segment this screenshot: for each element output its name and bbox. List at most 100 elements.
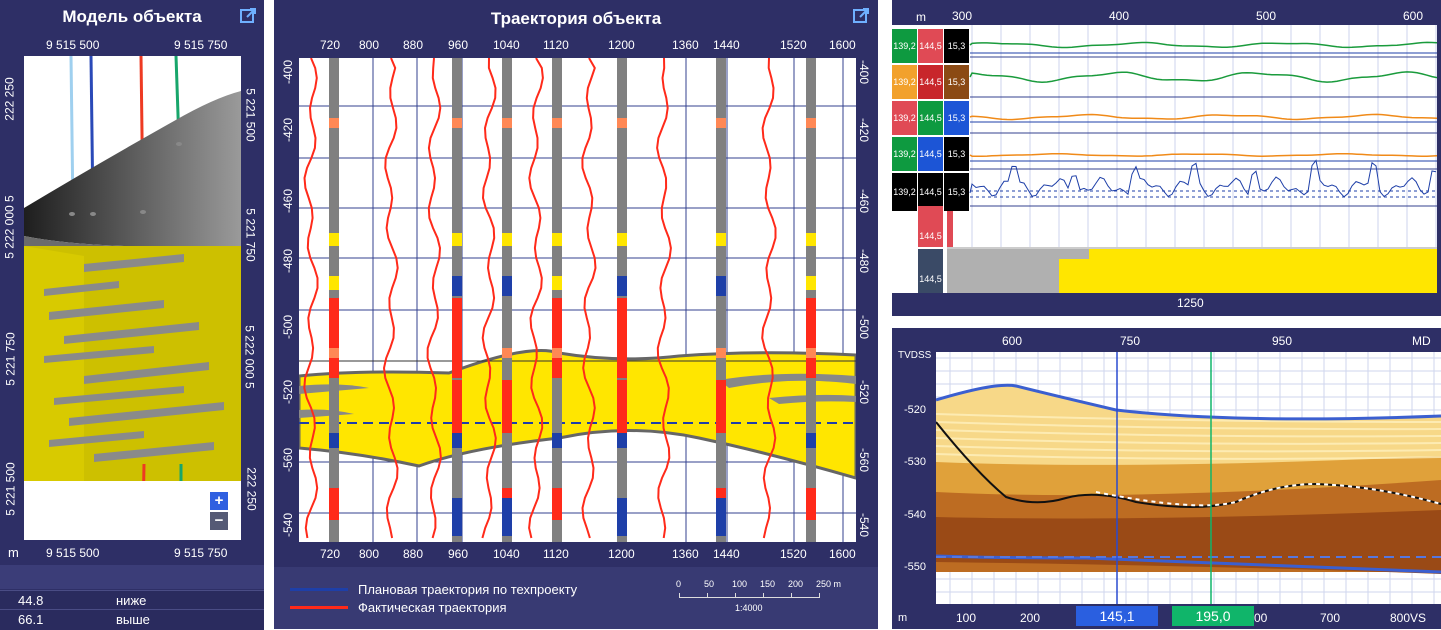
- marker-blue[interactable]: 145,1: [1076, 606, 1158, 626]
- scale-tick: [735, 593, 736, 598]
- model-left-y-label-4: 5 221 500: [3, 462, 18, 516]
- stats-label-1: ниже: [116, 593, 147, 608]
- section-bottom-right: VS: [1410, 611, 1427, 625]
- section-top-label: 950: [1272, 334, 1293, 348]
- trajectory-top-x-label: 1600: [829, 38, 856, 52]
- log-value-cell[interactable]: 139,2: [892, 65, 917, 99]
- scale-tick-label: 0: [676, 579, 682, 589]
- trajectory-top-x-label: 880: [403, 38, 424, 52]
- model-bottom-x-label-1: 9 515 500: [46, 546, 100, 560]
- trajectory-left-y-label: -540: [281, 512, 296, 538]
- trajectory-bottom-x-label: 720: [320, 547, 341, 561]
- marker-green[interactable]: 195,0: [1172, 606, 1254, 626]
- trajectory-bottom-x-label: 1040: [493, 547, 520, 561]
- model-3d-drawing: [24, 56, 241, 540]
- log-value-cell[interactable]: 15,3: [944, 137, 969, 171]
- log-value-cell[interactable]: 15,3: [944, 65, 969, 99]
- trajectory-plot[interactable]: [299, 58, 856, 542]
- trajectory-top-x-label: 1040: [493, 38, 520, 52]
- model-top-x-label-1: 9 515 500: [46, 38, 100, 52]
- trajectory-right-y-label: -500: [857, 314, 872, 340]
- model-3d-view[interactable]: + −: [24, 56, 241, 540]
- trajectory-left-y-label: -520: [281, 379, 296, 405]
- section-bottom-label: 800: [1390, 611, 1411, 625]
- scale-tick: [707, 593, 708, 598]
- model-bottom-x-label-2: 9 515 750: [174, 546, 228, 560]
- log-value-cell[interactable]: 144,5: [918, 65, 943, 99]
- trajectory-right-y-label: -420: [857, 117, 872, 143]
- scale-tick-label: 250 m: [816, 579, 842, 589]
- trajectory-top-x-label: 1200: [608, 38, 635, 52]
- marker-blue-value: 145,1: [1099, 608, 1135, 624]
- trajectory-top-x-label: 1520: [780, 38, 807, 52]
- log-value-cell[interactable]: 144,5: [918, 173, 943, 211]
- section-top-right: MD: [1412, 334, 1431, 348]
- scale-tick-label: 50: [704, 579, 715, 589]
- log-extra-cell[interactable]: 144,5: [918, 249, 943, 293]
- section-bottom-unit: m: [898, 612, 908, 624]
- trajectory-top-x-label: 1360: [672, 38, 699, 52]
- trajectory-panel: Траектория объекта Плановая траектория п…: [274, 0, 878, 629]
- logs-panel: m 139,2 144,5 15,3 139,2 144,5 15,3 139,2 144,5…: [892, 0, 1441, 316]
- section-bottom-label: 100: [956, 611, 977, 625]
- log-extra-cell[interactable]: 144,5: [918, 206, 943, 247]
- legend-actual-label: Фактическая траектория: [358, 600, 507, 615]
- section-y-label: -540: [904, 509, 927, 521]
- section-y-label: -520: [904, 404, 927, 416]
- trajectory-right-y-label: -560: [857, 447, 872, 473]
- external-link-icon[interactable]: [239, 7, 257, 25]
- model-right-y-label-2: 5 221 750: [243, 208, 258, 262]
- trajectory-title: Траектория объекта: [490, 9, 662, 28]
- trajectory-left-y-label: -400: [281, 59, 296, 85]
- log-value-cell[interactable]: 139,2: [892, 101, 917, 135]
- marker-green-value: 195,0: [1195, 608, 1231, 624]
- logs-x-label: 400: [1109, 9, 1130, 23]
- scale-ratio: 1:4000: [735, 603, 763, 613]
- log-value-cell[interactable]: 139,2: [892, 173, 917, 211]
- log-value-cell[interactable]: 144,5: [918, 101, 943, 135]
- scale-tick: [791, 593, 792, 598]
- section-plot[interactable]: [936, 352, 1441, 604]
- section-y-title: TVDSS: [898, 350, 932, 361]
- model-unit: m: [8, 545, 19, 560]
- legend-planned-swatch: [290, 588, 348, 591]
- trajectory-top-x-label: 1440: [713, 38, 740, 52]
- scale-tick: [679, 593, 680, 598]
- log-value-cell[interactable]: 15,3: [944, 101, 969, 135]
- legend-actual-swatch: [290, 606, 348, 609]
- trajectory-top-x-label: 800: [359, 38, 380, 52]
- log-value-cell[interactable]: 144,5: [918, 137, 943, 171]
- zoom-in-button[interactable]: +: [210, 492, 228, 510]
- log-value-cell[interactable]: 144,5: [918, 29, 943, 63]
- model-right-y-label-1: 5 221 500: [243, 88, 258, 142]
- log-value-cell[interactable]: 15,3: [944, 29, 969, 63]
- model-right-y-label-3: 5 222 000 5: [242, 325, 257, 389]
- log-value-cell[interactable]: 139,2: [892, 137, 917, 171]
- model-top-x-label-2: 9 515 750: [174, 38, 228, 52]
- trajectory-bottom-x-label: 1520: [780, 547, 807, 561]
- trajectory-bottom-x-label: 1600: [829, 547, 856, 561]
- model-left-y-label-1: 222 250: [2, 77, 17, 121]
- stats-row-1: 44.8 ниже: [0, 590, 264, 609]
- scale-tick-label: 150: [760, 579, 776, 589]
- model-right-y-label-4: 222 250: [244, 467, 259, 511]
- section-drawing: [936, 352, 1441, 604]
- trajectory-drawing: [299, 58, 856, 542]
- logs-plot[interactable]: 139,2 144,5 15,3 139,2 144,5 15,3 139,2 144,5 15…: [892, 25, 1437, 293]
- trajectory-right-y-label: -460: [857, 188, 872, 214]
- trajectory-right-y-label: -480: [857, 248, 872, 274]
- log-value-cell[interactable]: 15,3: [944, 173, 969, 211]
- stats-label-2: выше: [116, 612, 150, 627]
- log-value-cell[interactable]: 139,2: [892, 29, 917, 63]
- scale-tick: [763, 593, 764, 598]
- trajectory-left-y-label: -460: [281, 188, 296, 214]
- model-panel: Модель объекта 9 515 500 9 515 750: [0, 0, 264, 630]
- trajectory-bottom-x-label: 880: [403, 547, 424, 561]
- stats-spacer: [0, 565, 264, 589]
- trajectory-bottom-x-label: 1360: [672, 547, 699, 561]
- trajectory-right-y-label: -400: [857, 59, 872, 85]
- zoom-out-button[interactable]: −: [210, 512, 228, 530]
- logs-drawing: [947, 25, 1437, 293]
- external-link-icon[interactable]: [852, 7, 870, 25]
- scale-tick-label: 100: [732, 579, 748, 589]
